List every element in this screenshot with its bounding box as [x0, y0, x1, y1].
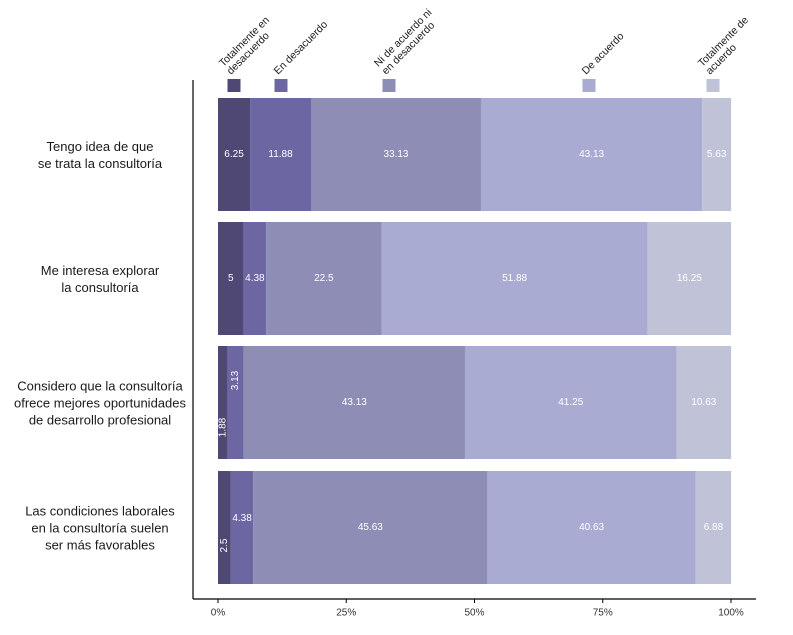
bar-segment — [253, 471, 488, 584]
bar-segment — [243, 346, 465, 459]
legend-swatch — [582, 79, 596, 92]
x-tick-label: 0% — [211, 608, 226, 619]
bar-segment — [218, 346, 228, 459]
bar-segment — [695, 471, 732, 584]
data-label: 51.88 — [502, 273, 527, 284]
data-label: 2.5 — [219, 538, 230, 552]
bar-segment — [311, 98, 481, 211]
data-label: 10.63 — [691, 397, 716, 408]
legend-swatch — [706, 79, 720, 92]
bar-segment — [227, 346, 244, 459]
bars: 6.25 11.88 33.13 43.13 5.63 5 4.38 22.5 51.88 16.… — [217, 98, 732, 584]
data-label: 1.88 — [217, 417, 228, 437]
bar-segment — [218, 471, 231, 584]
data-label: 5 — [228, 273, 234, 284]
bar-segment — [218, 222, 244, 335]
bar-segment — [647, 222, 732, 335]
data-label: 22.5 — [314, 273, 334, 284]
data-label: 33.13 — [383, 149, 408, 160]
category-labels: Tengo idea de que se trata la consultoría… — [14, 139, 186, 553]
data-label: 6.25 — [224, 149, 244, 160]
category-label: Tengo idea de que se trata la consultoría — [38, 139, 163, 171]
bar-segment — [487, 471, 696, 584]
legend-swatch — [382, 79, 396, 92]
legend-label: Ni de acuerdo nien desacuerdo — [372, 7, 442, 77]
data-label: 45.63 — [358, 522, 383, 533]
legend-label: Totalmente deacuerdo — [696, 14, 759, 77]
bar-segment — [480, 98, 703, 211]
data-label: 6.88 — [704, 522, 724, 533]
data-label: 5.63 — [707, 149, 727, 160]
bar-segment — [464, 346, 677, 459]
x-tick-label: 50% — [464, 608, 484, 619]
category-label: Considero que la consultoría ofrece mejor… — [14, 378, 186, 427]
x-tick-label: 25% — [336, 608, 356, 619]
bar-segment — [243, 222, 267, 335]
bar-segment — [250, 98, 312, 211]
bar-segment — [230, 471, 254, 584]
legend-swatch — [274, 79, 288, 92]
x-tick-label: 100% — [718, 608, 744, 619]
data-label: 11.88 — [268, 149, 293, 160]
bar-segment — [676, 346, 732, 459]
data-label: 41.25 — [558, 397, 583, 408]
legend-swatch — [227, 79, 241, 92]
data-label: 4.38 — [232, 513, 252, 524]
category-label: Las condiciones laborales en la consultor… — [25, 503, 175, 552]
data-label: 43.13 — [342, 397, 367, 408]
bar-segment — [702, 98, 732, 211]
bar-segment — [381, 222, 648, 335]
data-label: 4.38 — [245, 273, 265, 284]
legend-label: Totalmente endesacuerdo — [217, 14, 280, 77]
data-label: 43.13 — [579, 149, 604, 160]
data-label: 3.13 — [230, 370, 241, 390]
axes: 0% 25% 50% 75% 100% — [192, 80, 756, 619]
data-label: 16.25 — [677, 273, 702, 284]
data-label: 40.63 — [579, 522, 604, 533]
x-tick-label: 75% — [593, 608, 613, 619]
bar-segment — [218, 98, 251, 211]
bar-segment — [266, 222, 382, 335]
legend-label: De acuerdo — [580, 30, 627, 77]
legend-label: En desacuerdo — [272, 19, 331, 78]
category-label: Me interesa explorar la consultoría — [41, 263, 160, 295]
legend: Totalmente endesacuerdo En desacuerdo Ni d… — [217, 7, 759, 92]
